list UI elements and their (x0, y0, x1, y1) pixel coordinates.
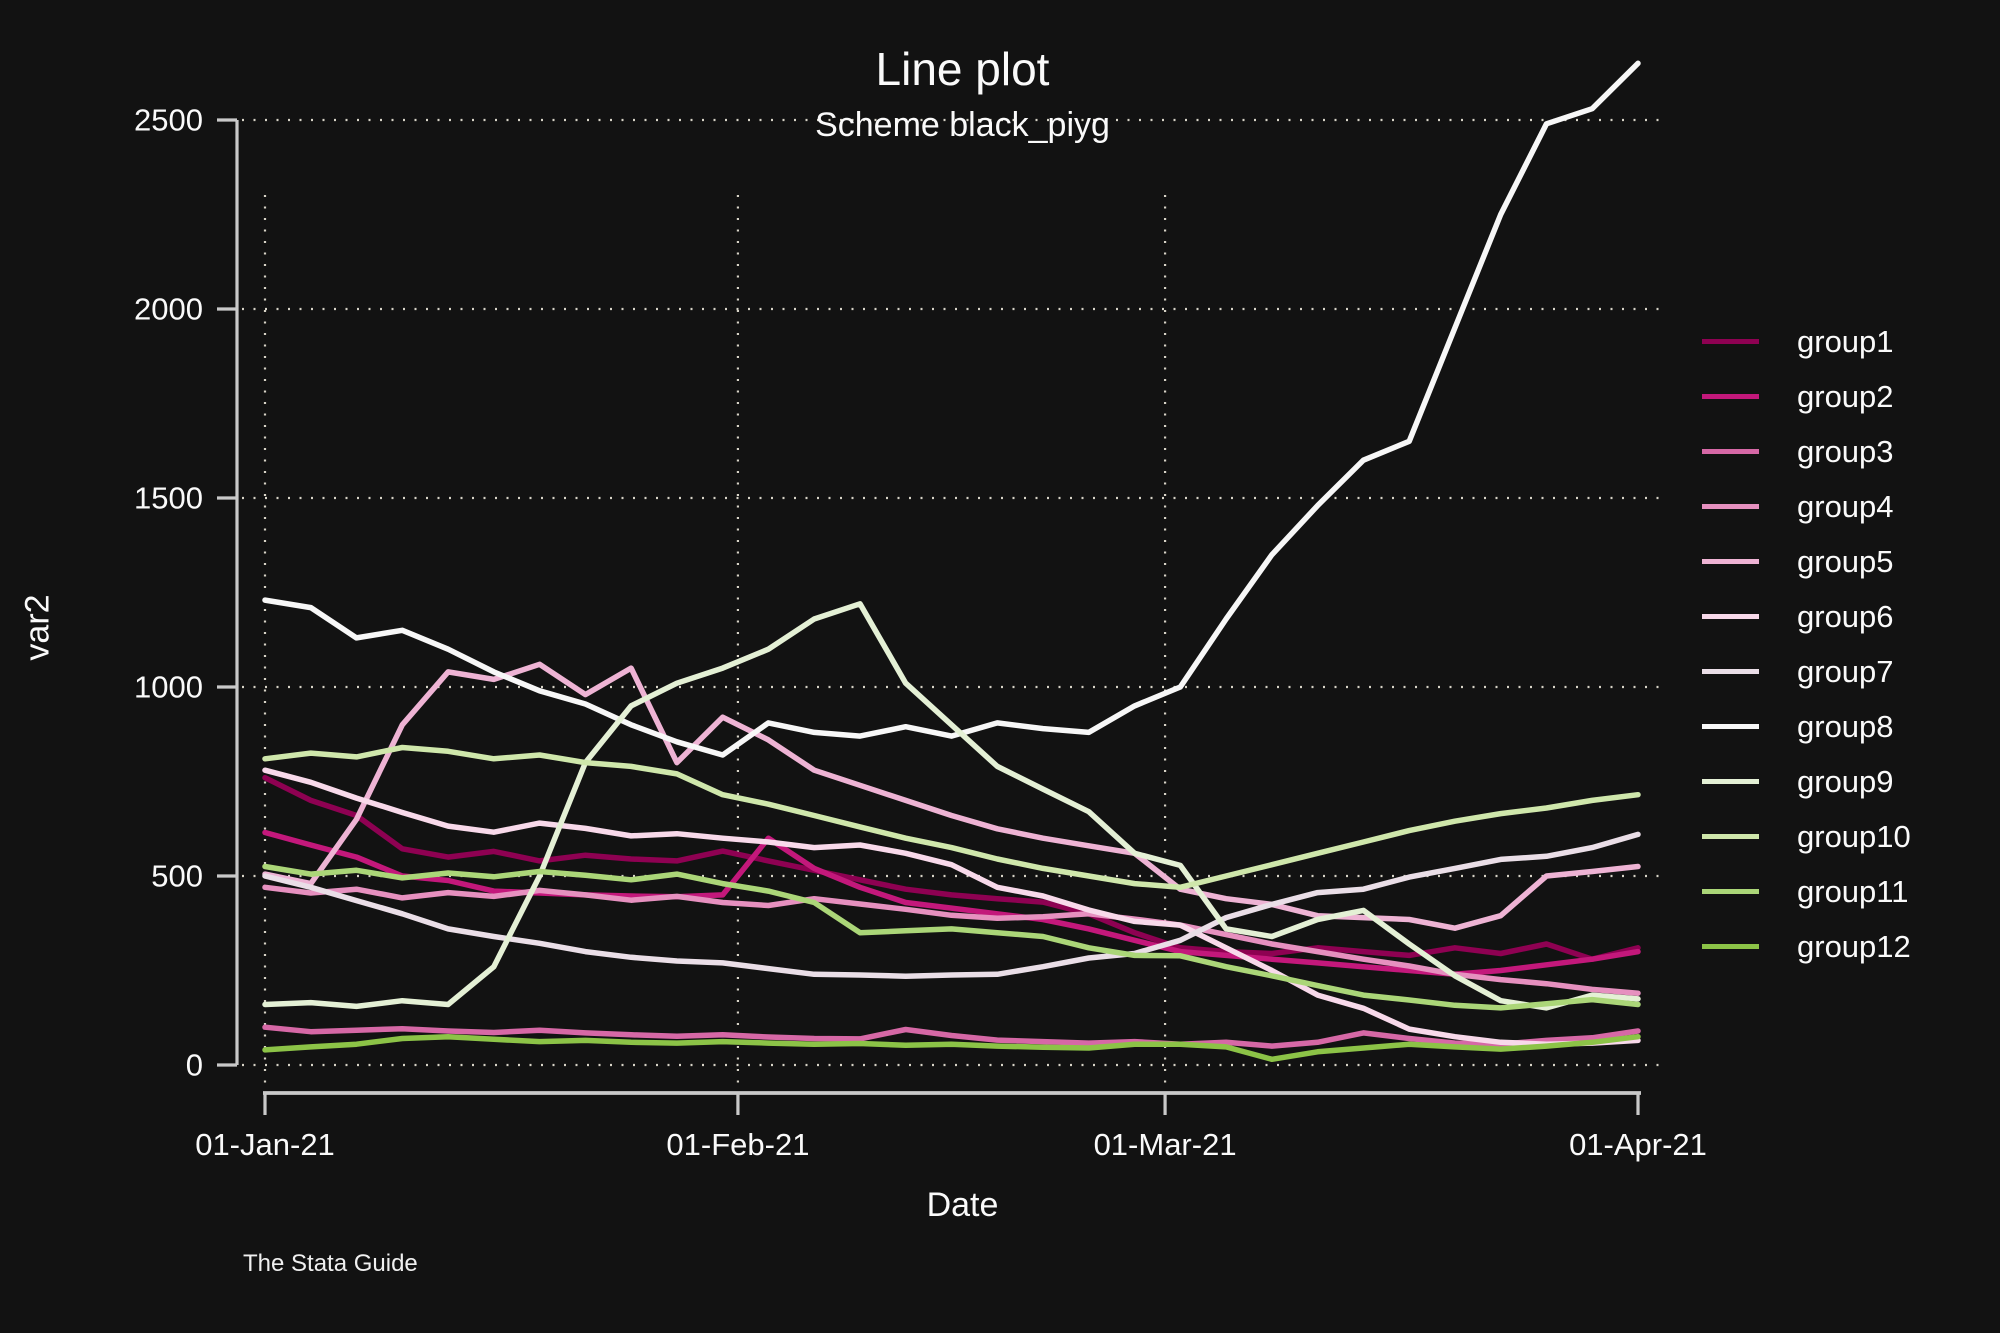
legend-swatch-icon (1702, 614, 1759, 619)
legend-item-group11: group11 (1702, 864, 1911, 919)
legend-swatch-icon (1702, 889, 1759, 894)
series-line-group8 (262, 60, 1641, 758)
x-axis-title: Date (926, 1186, 999, 1224)
legend-item-group2: group2 (1702, 369, 1911, 424)
legend-swatch-icon (1702, 394, 1759, 399)
legend-item-group12: group12 (1702, 919, 1911, 974)
series-line-group1 (262, 774, 1641, 962)
y-tick-label: 0 (186, 1048, 203, 1083)
legend-swatch-icon (1702, 834, 1759, 839)
legend-swatch-icon (1702, 724, 1759, 729)
legend-item-group8: group8 (1702, 699, 1911, 754)
series-line-group9 (262, 601, 1641, 1011)
legend-label: group10 (1797, 818, 1911, 854)
x-tick-label: 01-Apr-21 (1569, 1127, 1707, 1162)
legend-item-group10: group10 (1702, 809, 1911, 864)
legend-item-group9: group9 (1702, 754, 1911, 809)
legend-item-group3: group3 (1702, 424, 1911, 479)
legend-item-group4: group4 (1702, 479, 1911, 534)
series-line-group10 (262, 744, 1641, 891)
legend-label: group11 (1797, 873, 1909, 909)
legend-swatch-icon (1702, 449, 1759, 454)
x-tick-label: 01-Feb-21 (666, 1127, 809, 1162)
x-tick-label: 01-Jan-21 (195, 1127, 335, 1162)
y-tick-label: 500 (151, 859, 203, 894)
legend-swatch-icon (1702, 944, 1759, 949)
legend-item-group1: group1 (1702, 314, 1911, 369)
chart-subtitle: Scheme black_piyg (815, 106, 1110, 144)
legend-swatch-icon (1702, 339, 1759, 344)
legend-label: group12 (1797, 928, 1911, 964)
legend-item-group6: group6 (1702, 589, 1911, 644)
legend-swatch-icon (1702, 559, 1759, 564)
series-line-group11 (262, 863, 1641, 1011)
legend-swatch-icon (1702, 669, 1759, 674)
series-line-group6 (262, 767, 1641, 1047)
series-line-group3 (262, 1024, 1641, 1049)
chart-title: Line plot (875, 43, 1050, 95)
legend-label: group7 (1797, 653, 1894, 689)
legend-label: group1 (1797, 323, 1894, 359)
series-line-group4 (262, 884, 1641, 996)
y-tick-label: 2500 (134, 103, 203, 138)
legend-label: group9 (1797, 763, 1894, 799)
chart-caption: The Stata Guide (243, 1250, 418, 1277)
legend-swatch-icon (1702, 504, 1759, 509)
y-axis-title: var2 (18, 594, 57, 661)
legend-item-group5: group5 (1702, 534, 1911, 589)
series-line-group12 (262, 1033, 1641, 1063)
legend-label: group3 (1797, 433, 1894, 469)
legend-label: group8 (1797, 708, 1894, 744)
chart-legend: group1 group2 group3 group4 group5 group6 grou… (1702, 314, 1911, 974)
y-tick-label: 1500 (134, 481, 203, 516)
legend-label: group4 (1797, 488, 1894, 524)
legend-label: group6 (1797, 598, 1894, 634)
legend-item-group7: group7 (1702, 644, 1911, 699)
legend-swatch-icon (1702, 779, 1759, 784)
series-line-group7 (262, 831, 1641, 979)
y-tick-label: 2000 (134, 292, 203, 327)
legend-label: group2 (1797, 378, 1894, 414)
series-line-group2 (262, 829, 1641, 978)
series-line-group5 (262, 661, 1641, 931)
x-tick-label: 01-Mar-21 (1094, 1127, 1237, 1162)
y-tick-label: 1000 (134, 670, 203, 705)
legend-label: group5 (1797, 543, 1894, 579)
